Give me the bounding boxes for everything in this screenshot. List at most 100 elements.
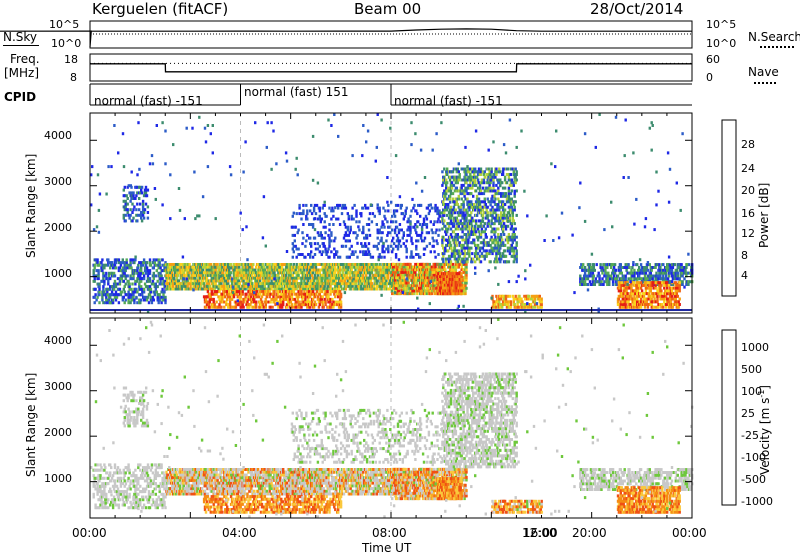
power-cell <box>100 280 102 283</box>
power-cell <box>303 266 305 269</box>
power-cell <box>171 266 173 269</box>
power-cell <box>458 263 460 266</box>
power-cell <box>406 248 408 251</box>
power-cell <box>470 179 472 182</box>
power-cell <box>415 282 417 285</box>
power-cell <box>416 289 418 292</box>
power-cell <box>139 186 141 189</box>
power-cell <box>289 285 291 288</box>
power-cell <box>455 287 457 290</box>
power-cell <box>148 285 150 288</box>
power-cell <box>269 295 271 298</box>
power-cell <box>297 293 299 296</box>
power-cell <box>164 296 166 299</box>
power-cell <box>417 276 419 279</box>
power-cell <box>301 253 303 256</box>
power-cell <box>337 274 339 277</box>
power-cell <box>107 280 109 283</box>
power-cell <box>226 269 228 272</box>
power-cell <box>362 277 364 280</box>
power-cell <box>323 242 325 245</box>
power-cell <box>211 282 213 285</box>
power-cell <box>401 271 403 274</box>
power-cell <box>255 306 257 309</box>
power-cell <box>428 268 430 271</box>
power-cell <box>452 281 454 284</box>
power-cell <box>462 271 464 274</box>
power-cell <box>406 292 408 295</box>
power-cell <box>478 192 480 195</box>
power-cell <box>204 263 206 266</box>
power-cell <box>267 269 269 272</box>
power-cell <box>371 271 373 274</box>
power-cell <box>300 218 302 221</box>
power-cell <box>452 192 454 195</box>
power-cell <box>105 277 107 280</box>
power-cell <box>409 256 411 259</box>
power-cell <box>170 274 172 277</box>
power-cell <box>356 263 358 266</box>
power-cell <box>391 282 393 285</box>
power-cell <box>107 277 109 280</box>
power-cell <box>218 282 220 285</box>
power-cell <box>448 236 450 239</box>
power-cell <box>471 230 473 233</box>
power-cell <box>328 263 330 266</box>
power-cell <box>362 250 364 253</box>
power-cell <box>314 293 316 296</box>
power-cell <box>453 255 455 258</box>
power-cell <box>100 261 102 264</box>
power-cell <box>210 295 212 298</box>
power-cell <box>220 282 222 285</box>
power-cell <box>127 301 129 304</box>
power-cell <box>344 285 346 288</box>
power-cell <box>437 292 439 295</box>
power-cell <box>401 282 403 285</box>
power-cell <box>390 271 392 274</box>
power-cell <box>440 287 442 290</box>
power-cell <box>224 301 226 304</box>
power-cell <box>328 239 330 242</box>
power-cell <box>174 271 176 274</box>
power-cell <box>368 223 370 226</box>
power-cell <box>291 288 293 291</box>
noise-tick-right-top: 10^5 <box>706 19 736 30</box>
power-cell <box>329 266 331 269</box>
power-cell <box>484 206 486 209</box>
power-cell <box>428 212 430 215</box>
power-cell <box>222 288 224 291</box>
power-cell <box>128 293 130 296</box>
power-cell <box>387 277 389 280</box>
power-cell <box>235 306 237 309</box>
power-cell <box>228 288 230 291</box>
power-cell <box>445 279 447 282</box>
power-cell <box>199 269 201 272</box>
power-cell <box>401 288 403 291</box>
power-cell <box>224 277 226 280</box>
power-cell <box>460 219 462 222</box>
power-cell <box>209 295 211 298</box>
power-cell <box>297 290 299 293</box>
power-cell <box>322 301 324 304</box>
power-cell <box>323 269 325 272</box>
power-cell <box>297 266 299 269</box>
power-cell <box>436 279 438 282</box>
power-cell <box>461 249 463 252</box>
nave-tick-bottom: 0 <box>706 72 713 83</box>
power-cell <box>261 271 263 274</box>
power-cell <box>238 282 240 285</box>
power-cell <box>292 226 294 229</box>
power-cell <box>461 239 463 242</box>
power-cell <box>246 282 248 285</box>
power-cell <box>221 293 223 296</box>
power-cell <box>457 228 459 231</box>
power-cell <box>242 301 244 304</box>
power-cell <box>454 211 456 214</box>
power-cell <box>297 295 299 298</box>
power-cell <box>106 301 108 304</box>
power-cell <box>206 266 208 269</box>
power-cell <box>473 173 475 176</box>
power-cell <box>412 274 414 277</box>
power-cell <box>324 298 326 301</box>
power-cell <box>234 279 236 282</box>
